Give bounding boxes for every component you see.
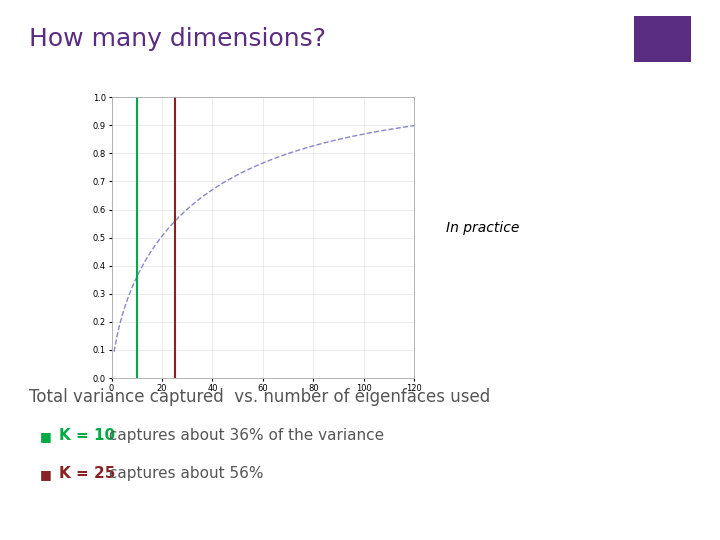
Text: K = 25: K = 25	[59, 466, 115, 481]
Text: K = 10: K = 10	[59, 428, 115, 443]
Text: Total variance captured  vs. number of eigenfaces used: Total variance captured vs. number of ei…	[29, 388, 490, 406]
Text: How many dimensions?: How many dimensions?	[29, 27, 325, 51]
Text: In practice: In practice	[446, 221, 520, 235]
Text: ■: ■	[40, 430, 51, 443]
Text: ■: ■	[40, 468, 51, 481]
Text: captures about 56%: captures about 56%	[104, 466, 264, 481]
Text: captures about 36% of the variance: captures about 36% of the variance	[104, 428, 384, 443]
